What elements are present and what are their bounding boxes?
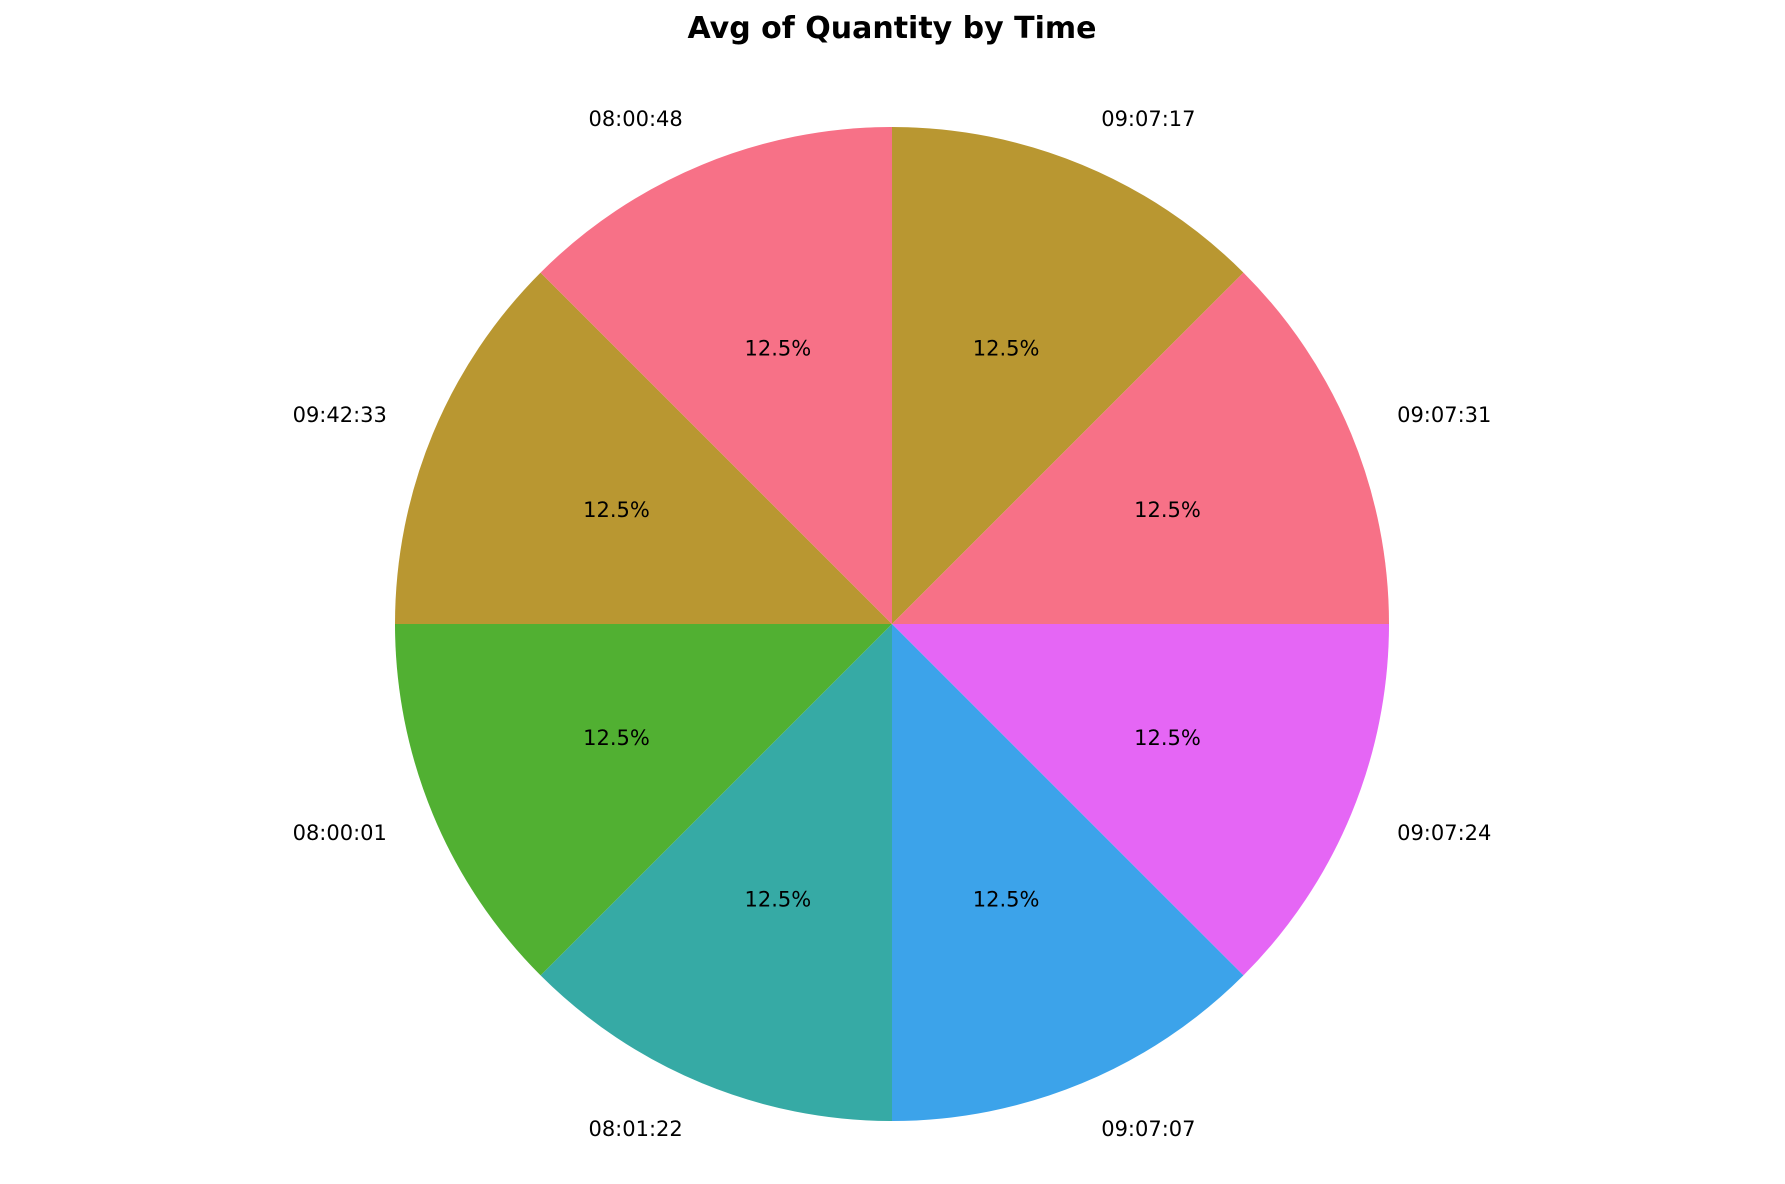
pie-category-label: 09:42:33: [293, 403, 387, 427]
pie-percent-label: 12.5%: [745, 336, 812, 360]
pie-slice: [395, 272, 892, 624]
pie-percent-label: 12.5%: [973, 888, 1040, 912]
pie-percent-label: 12.5%: [583, 498, 650, 522]
pie-percent-label: 12.5%: [583, 726, 650, 750]
pie-category-label: 08:00:01: [293, 821, 387, 845]
pie-category-label: 09:07:24: [1397, 821, 1491, 845]
pie-slice: [395, 624, 892, 976]
pie-slice: [540, 127, 892, 624]
pie-category-label: 08:00:48: [588, 107, 682, 131]
pie-percent-label: 12.5%: [1134, 726, 1201, 750]
pie-percent-label: 12.5%: [745, 888, 812, 912]
pie-category-labels: 09:07:17 09:07:31 09:07:24 09:07:07 08:01:22…: [293, 107, 1492, 1141]
chart-title: Avg of Quantity by Time: [688, 11, 1097, 46]
pie-category-label: 09:07:31: [1397, 403, 1491, 427]
pie-slice: [540, 624, 892, 1121]
pie-category-label: 08:01:22: [588, 1117, 682, 1141]
pie-category-label: 09:07:07: [1101, 1117, 1195, 1141]
pie-percent-label: 12.5%: [1134, 498, 1201, 522]
pie-percent-labels: 12.5% 12.5% 12.5% 12.5% 12.5% 12.5% 12.5% 12.5%: [583, 336, 1201, 911]
pie-slice: [892, 272, 1389, 624]
pie-percent-label: 12.5%: [973, 336, 1040, 360]
pie-slice: [892, 624, 1389, 976]
pie-slices: [395, 127, 1389, 1121]
pie-slice: [892, 624, 1244, 1121]
pie-category-label: 09:07:17: [1101, 107, 1195, 131]
pie-slice: [892, 127, 1244, 624]
